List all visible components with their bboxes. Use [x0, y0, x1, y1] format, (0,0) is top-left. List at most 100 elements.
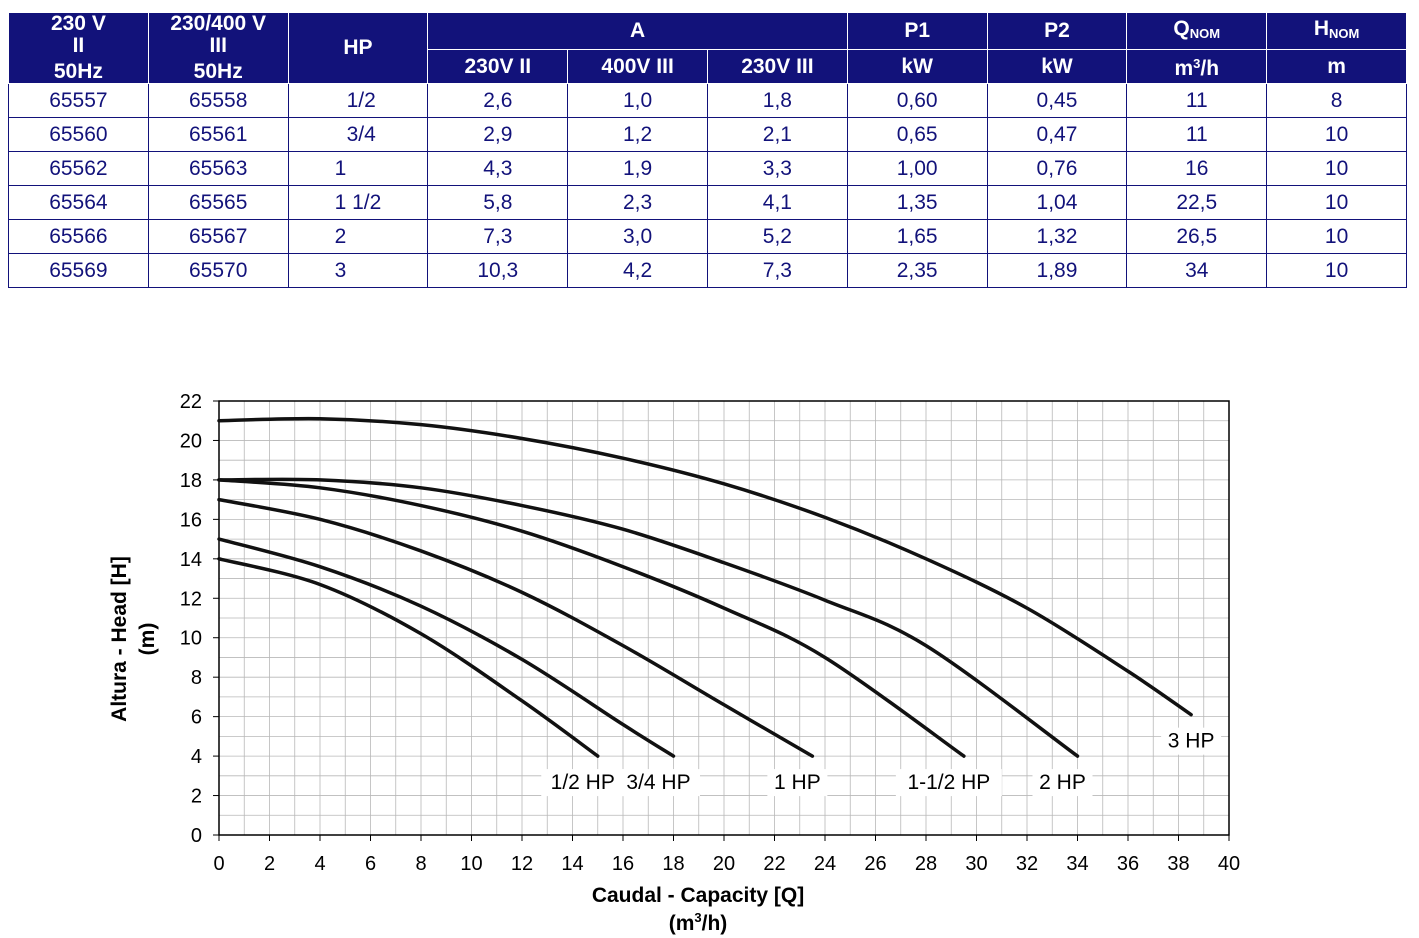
y-tick-label: 14 [180, 549, 202, 571]
header-amps-230v-single: 230V II [427, 49, 569, 84]
table-row: 65564 65565 1 1/2 5,8 2,3 4,1 1,35 1,04 … [8, 185, 1407, 220]
table-cell: 65563 [147, 151, 289, 186]
x-tick-label: 22 [763, 853, 785, 875]
table-cell: 10 [1266, 253, 1407, 288]
table-cell: 22,5 [1126, 185, 1268, 220]
table-cell: 65561 [147, 117, 289, 152]
y-tick-label: 16 [180, 509, 202, 531]
table-cell: 3,3 [706, 151, 848, 186]
table-cell: 10 [1266, 117, 1407, 152]
table-cell: 2 [287, 219, 429, 254]
x-tick-label: 36 [1117, 853, 1139, 875]
table-cell: 2,1 [706, 117, 848, 152]
header-amps-230v-three: 230V III [706, 49, 848, 84]
series-line-3 [217, 478, 966, 758]
table-cell: 10 [1266, 151, 1407, 186]
y-axis-unit: (m) [136, 623, 159, 656]
table-cell: 10,3 [427, 253, 569, 288]
x-axis-title: Caudal - Capacity [Q] [592, 884, 804, 907]
x-tick-label: 0 [213, 853, 224, 875]
y-tick-label: 18 [180, 470, 202, 492]
table-cell: 26,5 [1126, 219, 1268, 254]
table-cell: 8 [1266, 83, 1407, 118]
y-tick-label: 22 [180, 391, 202, 413]
table-cell: 11 [1126, 117, 1268, 152]
table-cell: 16 [1126, 151, 1268, 186]
series-label-5: 3 HP [1168, 730, 1215, 753]
series-line-4 [217, 477, 1080, 758]
table-cell: 3,0 [567, 219, 708, 254]
header-hp: HP [287, 12, 429, 84]
y-tick-label: 2 [191, 786, 202, 808]
spec-table: 230 V II 50Hz 230/400 V III 50Hz HP A P1… [8, 11, 1407, 288]
y-axis-title: Altura - Head [H] [108, 556, 131, 722]
x-tick-label: 8 [415, 853, 426, 875]
table-cell: 10 [1266, 219, 1407, 254]
table-cell: 1 [287, 151, 429, 186]
x-tick-label: 34 [1066, 853, 1088, 875]
y-tick-label: 12 [180, 588, 202, 610]
series-label-bg [1032, 769, 1093, 797]
header-p2: P2 [986, 11, 1128, 51]
x-tick-label: 28 [915, 853, 937, 875]
x-axis-unit: (m3/h) [669, 910, 728, 935]
table-cell: 34 [1126, 253, 1268, 288]
table-cell: 65564 [8, 185, 149, 220]
table-cell: 65560 [8, 117, 149, 152]
table-cell: 65558 [147, 83, 289, 118]
header-230-400v-three: 230/400 V III 50Hz [147, 12, 289, 84]
chart-curves [217, 416, 1193, 758]
table-cell: 0,45 [986, 83, 1128, 118]
x-tick-label: 18 [662, 853, 684, 875]
x-tick-label: 30 [965, 853, 987, 875]
table-cell: 10 [1266, 185, 1407, 220]
header-hnom-unit: m [1266, 49, 1407, 84]
table-cell: 4,3 [427, 151, 569, 186]
y-axis-ticks: 0 2 4 6 8 10 12 14 16 18 20 22 [180, 391, 219, 847]
table-cell: 7,3 [706, 253, 848, 288]
table-cell: 65566 [8, 219, 149, 254]
y-tick-label: 20 [180, 430, 202, 452]
x-tick-label: 24 [814, 853, 836, 875]
table-cell: 1,0 [567, 83, 708, 118]
table-cell: 2,3 [567, 185, 708, 220]
x-tick-label: 38 [1167, 853, 1189, 875]
table-cell: 65570 [147, 253, 289, 288]
series-line-1 [217, 537, 676, 758]
chart-grid [218, 400, 1230, 836]
series-label-bg [617, 769, 700, 797]
series-label-2: 1 HP [774, 771, 821, 794]
table-cell: 3 [287, 253, 429, 288]
x-tick-label: 20 [713, 853, 735, 875]
table-cell: 1,65 [846, 219, 988, 254]
y-tick-label: 6 [191, 707, 202, 729]
table-cell: 1/2 [287, 83, 429, 118]
table-cell: 65562 [8, 151, 149, 186]
table-cell: 2,6 [427, 83, 569, 118]
y-tick-label: 0 [191, 825, 202, 847]
table-cell: 65567 [147, 219, 289, 254]
header-p1: P1 [846, 11, 988, 51]
x-tick-label: 6 [365, 853, 376, 875]
series-label-0: 1/2 HP [551, 771, 615, 794]
header-amps-400v-three: 400V III [567, 49, 708, 84]
table-cell: 1 1/2 [287, 185, 429, 220]
header-qnom-unit: m3/h [1126, 49, 1268, 84]
header-p2-unit: kW [986, 49, 1128, 84]
x-tick-label: 2 [264, 853, 275, 875]
table-cell: 1,9 [567, 151, 708, 186]
x-tick-label: 32 [1016, 853, 1038, 875]
x-tick-label: 14 [561, 853, 583, 875]
x-tick-label: 16 [612, 853, 634, 875]
series-label-bg [541, 769, 625, 797]
x-tick-label: 40 [1218, 853, 1240, 875]
series-line-2 [217, 497, 815, 758]
y-tick-label: 4 [191, 746, 202, 768]
pump-curve-chart: 0 2 4 6 8 10 12 14 16 18 20 22 24 26 28 30 32 34 36 38 40 02… [108, 391, 1240, 935]
header-230v-single: 230 V II 50Hz [8, 12, 149, 84]
table-row: 65566 65567 2 7,3 3,0 5,2 1,65 1,32 26,5… [8, 219, 1407, 254]
table-cell: 4,2 [567, 253, 708, 288]
table-cell: 5,2 [706, 219, 848, 254]
header-qnom: QNOM [1126, 11, 1268, 51]
x-tick-label: 4 [314, 853, 325, 875]
